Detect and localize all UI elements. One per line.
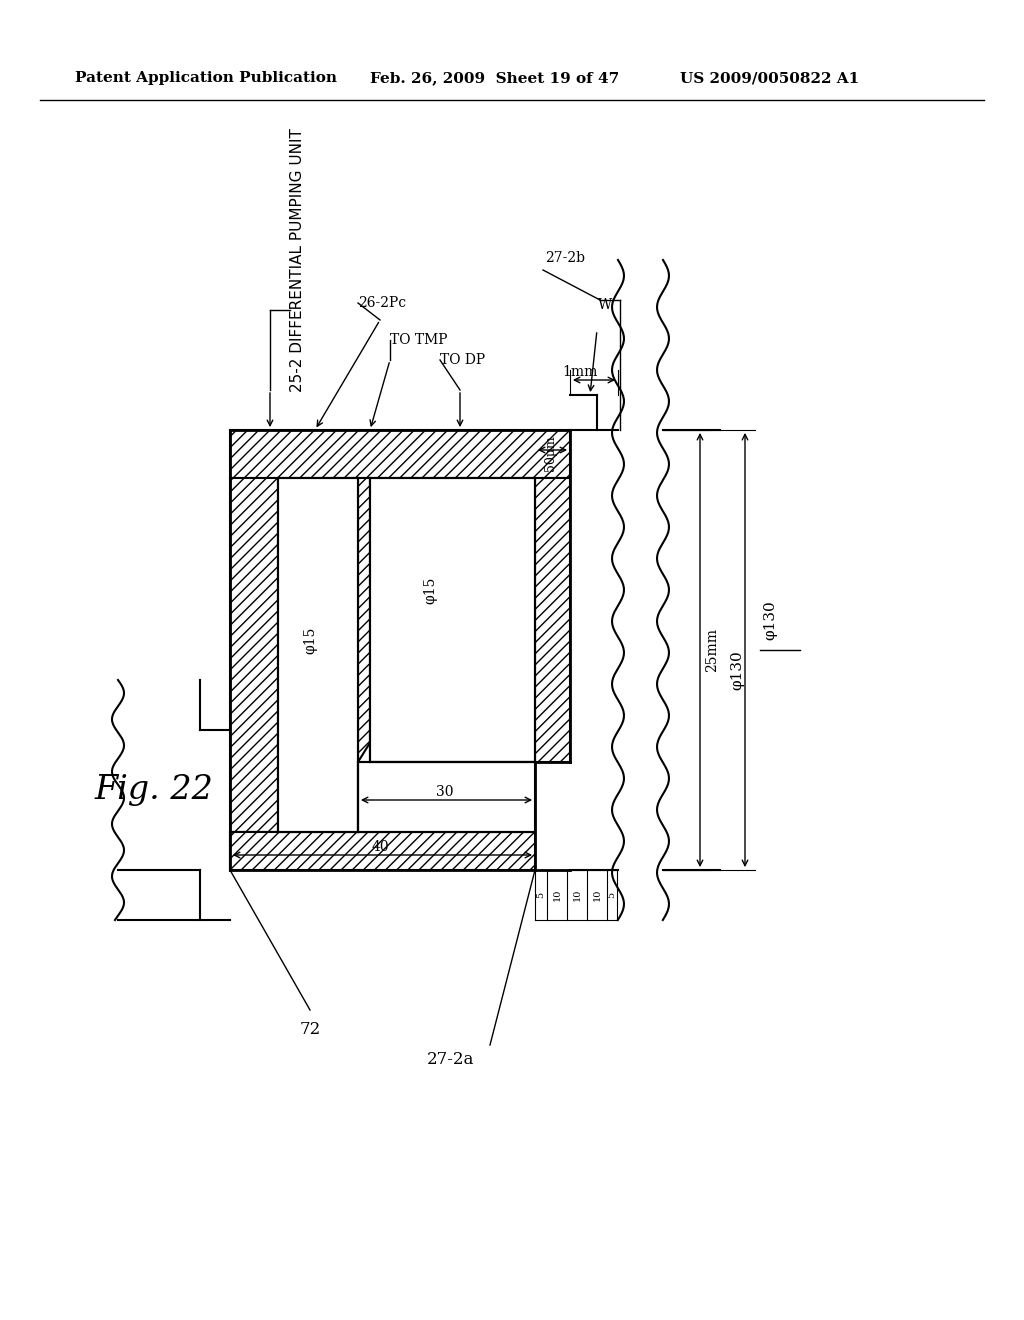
Text: φ15: φ15 bbox=[423, 577, 437, 603]
Text: 5: 5 bbox=[607, 892, 616, 898]
Polygon shape bbox=[230, 832, 278, 870]
Text: 50μm: 50μm bbox=[544, 436, 556, 471]
Text: 1mm: 1mm bbox=[562, 366, 598, 379]
Polygon shape bbox=[278, 478, 358, 832]
Text: Feb. 26, 2009  Sheet 19 of 47: Feb. 26, 2009 Sheet 19 of 47 bbox=[370, 71, 620, 84]
Text: 10: 10 bbox=[553, 888, 561, 902]
Text: 27-2a: 27-2a bbox=[426, 1052, 474, 1068]
Polygon shape bbox=[230, 832, 535, 870]
Text: 5: 5 bbox=[537, 892, 546, 898]
Text: φ15: φ15 bbox=[303, 626, 317, 653]
Text: φ130: φ130 bbox=[730, 651, 744, 690]
Text: 30: 30 bbox=[436, 785, 454, 799]
Polygon shape bbox=[358, 762, 535, 832]
Text: φ130: φ130 bbox=[763, 601, 777, 640]
Text: 10: 10 bbox=[593, 888, 601, 902]
Text: Patent Application Publication: Patent Application Publication bbox=[75, 71, 337, 84]
Text: US 2009/0050822 A1: US 2009/0050822 A1 bbox=[680, 71, 859, 84]
Text: 40: 40 bbox=[371, 840, 389, 854]
Text: 25-2 DIFFERENTIAL PUMPING UNIT: 25-2 DIFFERENTIAL PUMPING UNIT bbox=[290, 128, 305, 392]
Text: W: W bbox=[598, 298, 612, 312]
Text: TO TMP: TO TMP bbox=[390, 333, 447, 347]
Polygon shape bbox=[230, 478, 278, 832]
Text: 72: 72 bbox=[299, 1022, 321, 1039]
Text: 25mm: 25mm bbox=[705, 628, 719, 672]
Text: 27-2b: 27-2b bbox=[545, 251, 585, 265]
Polygon shape bbox=[535, 478, 570, 762]
Text: 10: 10 bbox=[572, 888, 582, 902]
Text: TO DP: TO DP bbox=[440, 352, 485, 367]
Polygon shape bbox=[358, 478, 535, 832]
Polygon shape bbox=[230, 430, 570, 478]
Text: 26-2Pc: 26-2Pc bbox=[358, 296, 407, 310]
Polygon shape bbox=[370, 478, 535, 762]
Text: Fig. 22: Fig. 22 bbox=[95, 774, 214, 807]
